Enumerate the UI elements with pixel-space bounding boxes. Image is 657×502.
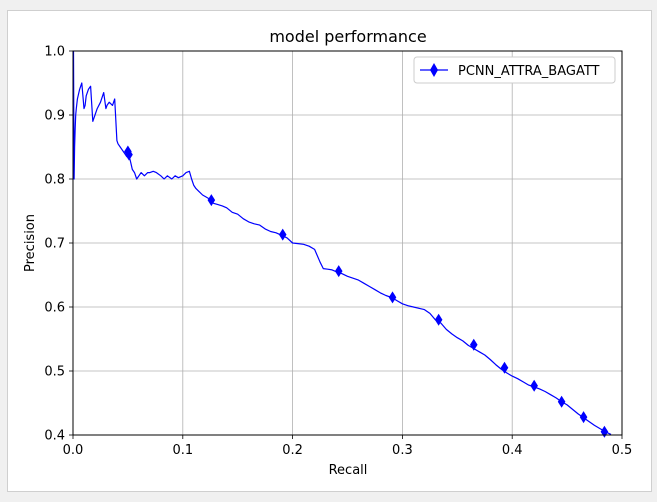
- x-tick-label: 0.4: [502, 443, 523, 458]
- legend: PCNN_ATTRA_BAGATT: [413, 56, 616, 84]
- series-marker: [600, 425, 609, 438]
- y-tick-label: 0.5: [44, 365, 65, 380]
- series-marker: [557, 395, 566, 408]
- grid: [72, 50, 623, 436]
- figure-window: model performance 0.0 0.1 0.2 0.3 0.4 0.5 0.4 0…: [7, 10, 652, 492]
- y-axis-label: Precision: [23, 214, 38, 272]
- series-line: [72, 50, 612, 435]
- x-axis-label: Recall: [329, 463, 368, 478]
- series-marker: [469, 338, 478, 351]
- y-tick-label: 0.8: [44, 173, 65, 188]
- legend-entry-label: PCNN_ATTRA_BAGATT: [458, 64, 600, 79]
- x-tick-label: 0.3: [392, 443, 413, 458]
- tick-layer: 0.0 0.1 0.2 0.3 0.4 0.5 0.4 0.5 0.6 0.7 0.8 0.9 1.0: [44, 45, 632, 459]
- y-tick-label: 0.9: [44, 109, 65, 124]
- y-tick-label: 1.0: [44, 45, 65, 60]
- x-tick-label: 0.5: [612, 443, 633, 458]
- series-marker: [278, 228, 287, 241]
- x-tick-label: 0.1: [172, 443, 193, 458]
- plot-canvas: model performance 0.0 0.1 0.2 0.3 0.4 0.50.40…: [23, 27, 632, 478]
- series-marker: [530, 379, 538, 392]
- series-marker: [579, 411, 588, 424]
- series-marker: [388, 291, 397, 304]
- series-marker: [207, 194, 216, 207]
- series-layer: [72, 50, 612, 438]
- x-tick-label: 0.2: [282, 443, 303, 458]
- series-marker: [334, 265, 343, 278]
- series-marker: [500, 361, 509, 374]
- chart-title: model performance: [269, 27, 426, 46]
- series-marker: [434, 313, 443, 326]
- series-marker: [125, 148, 133, 161]
- legend-frame: [413, 56, 616, 84]
- legend-diamond-icon: [430, 63, 438, 77]
- y-tick-label: 0.7: [44, 237, 65, 252]
- y-tick-label: 0.6: [44, 301, 65, 316]
- x-tick-label: 0.0: [63, 443, 84, 458]
- y-tick-label: 0.4: [44, 429, 65, 444]
